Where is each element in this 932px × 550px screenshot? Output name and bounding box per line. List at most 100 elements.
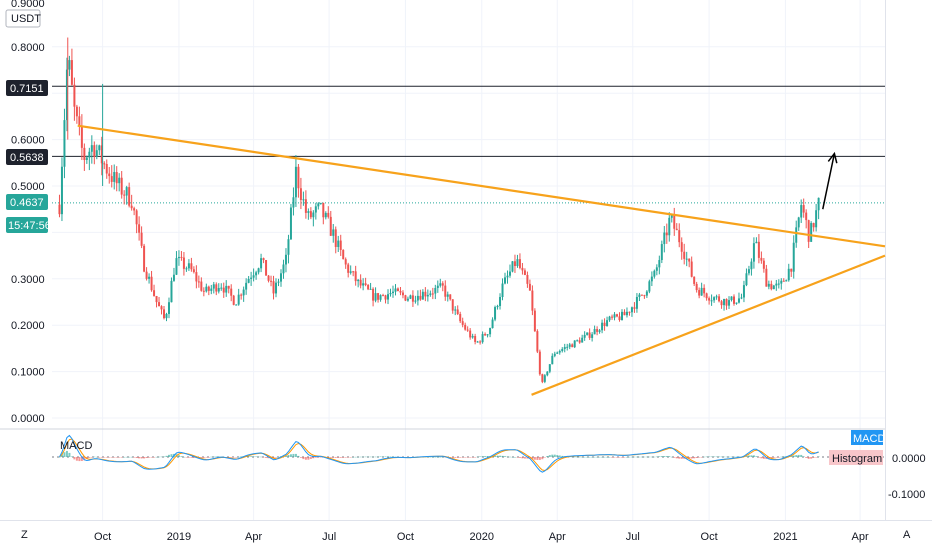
- currency-badge[interactable]: [5, 9, 41, 28]
- candle-body: [675, 228, 678, 231]
- last-price-value: 0.4637: [10, 197, 44, 209]
- macd-histogram-bar: [434, 456, 437, 458]
- macd-histogram-bar: [573, 456, 576, 458]
- candle-body: [598, 330, 601, 332]
- macd-histogram-bar: [638, 456, 641, 458]
- candle-body: [578, 340, 581, 343]
- macd-histogram-bar: [469, 457, 472, 458]
- macd-tick-neg: -0.1000: [888, 489, 925, 501]
- macd-histogram-bar: [377, 456, 380, 458]
- macd-histogram-bar: [782, 456, 785, 457]
- candle-body: [695, 283, 698, 291]
- auto-scale-button[interactable]: A: [903, 529, 911, 541]
- macd-histogram-bar: [479, 456, 482, 457]
- candle-body: [795, 227, 798, 243]
- macd-histogram-bar: [556, 455, 559, 457]
- macd-histogram-bar: [265, 457, 268, 458]
- candle-body: [658, 260, 661, 268]
- annotation-arrow[interactable]: [822, 151, 838, 210]
- macd-histogram-bar: [670, 456, 673, 458]
- candle-body: [645, 291, 648, 296]
- candle-body: [780, 280, 783, 284]
- macd-histogram-bar: [523, 457, 526, 459]
- candle-body: [354, 271, 357, 282]
- candle-body: [518, 259, 521, 268]
- macd-histogram-bar: [349, 457, 352, 458]
- candle-body: [78, 116, 81, 127]
- macd-histogram-bar: [772, 457, 775, 458]
- candle-body: [230, 288, 233, 296]
- macd-histogram-bar: [551, 454, 554, 457]
- candle-body: [75, 106, 78, 117]
- candle-body: [337, 240, 340, 247]
- candle-body: [703, 287, 706, 294]
- macd-histogram-bar: [747, 455, 750, 457]
- candle-body: [125, 187, 128, 196]
- candle-body: [242, 289, 245, 296]
- candle-body: [267, 275, 270, 281]
- macd-histogram-bar: [439, 456, 442, 458]
- macd-histogram-bar: [357, 456, 360, 458]
- macd-histogram-bar: [576, 456, 579, 458]
- candle-body: [302, 199, 305, 201]
- candle-body: [611, 316, 614, 318]
- zoom-button[interactable]: Z: [21, 529, 28, 541]
- macd-histogram-bar: [660, 456, 663, 457]
- macd-histogram-bar: [792, 455, 795, 457]
- candle-body: [454, 309, 457, 311]
- candle-body: [573, 340, 576, 348]
- trendlines-group: [77, 124, 886, 396]
- time-axis[interactable]: Oct 2019 Apr Jul Oct 2020 Apr Jul Oct 2021 Apr: [94, 531, 869, 543]
- macd-histogram-bar: [299, 457, 302, 458]
- macd-histogram-bar: [499, 455, 502, 457]
- macd-histogram-bar: [623, 457, 626, 458]
- macd-histogram-bar: [725, 456, 728, 458]
- candle-body: [396, 288, 399, 291]
- macd-histogram-bar: [516, 457, 519, 458]
- macd-histogram-bar: [235, 457, 238, 458]
- candle-body: [406, 298, 409, 301]
- candle-body: [255, 272, 258, 276]
- macd-histogram-bar: [767, 457, 770, 459]
- macd-histogram-bar: [688, 457, 691, 459]
- macd-histogram-bar: [775, 457, 778, 458]
- macd-histogram-bar: [431, 456, 434, 458]
- macd-histogram-bar: [710, 456, 713, 458]
- candle-body: [583, 334, 586, 338]
- candle-body: [566, 346, 569, 348]
- candle-body: [474, 336, 477, 342]
- candle-body: [339, 240, 342, 250]
- macd-histogram-bar: [247, 456, 250, 457]
- candle-body: [429, 293, 432, 295]
- candle-body: [357, 279, 360, 282]
- macd-histogram-bar: [668, 456, 671, 457]
- candle-body: [638, 294, 641, 297]
- macd-histogram-bar: [693, 457, 696, 459]
- macd-histogram-bar: [389, 456, 392, 458]
- macd-histogram-bar: [68, 452, 71, 457]
- macd-histogram-bar: [177, 455, 180, 457]
- candle-body: [292, 197, 295, 208]
- macd-histogram-bar: [200, 457, 203, 458]
- trendline: [77, 124, 886, 248]
- macd-histogram-bar: [257, 456, 260, 458]
- macd-histogram-bar: [546, 456, 549, 457]
- macd-histogram-bar: [63, 452, 66, 457]
- candle-body: [481, 334, 484, 343]
- candle-body: [491, 319, 494, 329]
- macd-histogram-bar: [810, 457, 813, 459]
- candle-body: [215, 284, 218, 292]
- candle-body: [384, 295, 387, 300]
- macd-histogram-bar: [762, 457, 765, 459]
- macd-histogram-bar: [309, 457, 312, 460]
- macd-histogram-bar: [653, 456, 656, 458]
- candle-body: [765, 268, 768, 287]
- candle-body: [561, 348, 564, 352]
- candle-body: [790, 268, 793, 272]
- candle-body: [431, 293, 434, 295]
- candle-body: [576, 340, 579, 342]
- price-axis[interactable]: 0.8000 0.6000 0.5000 0.3000 0.2000 0.1000 0.00…: [11, 42, 45, 425]
- candle-body: [531, 290, 534, 311]
- candle-body: [65, 69, 68, 121]
